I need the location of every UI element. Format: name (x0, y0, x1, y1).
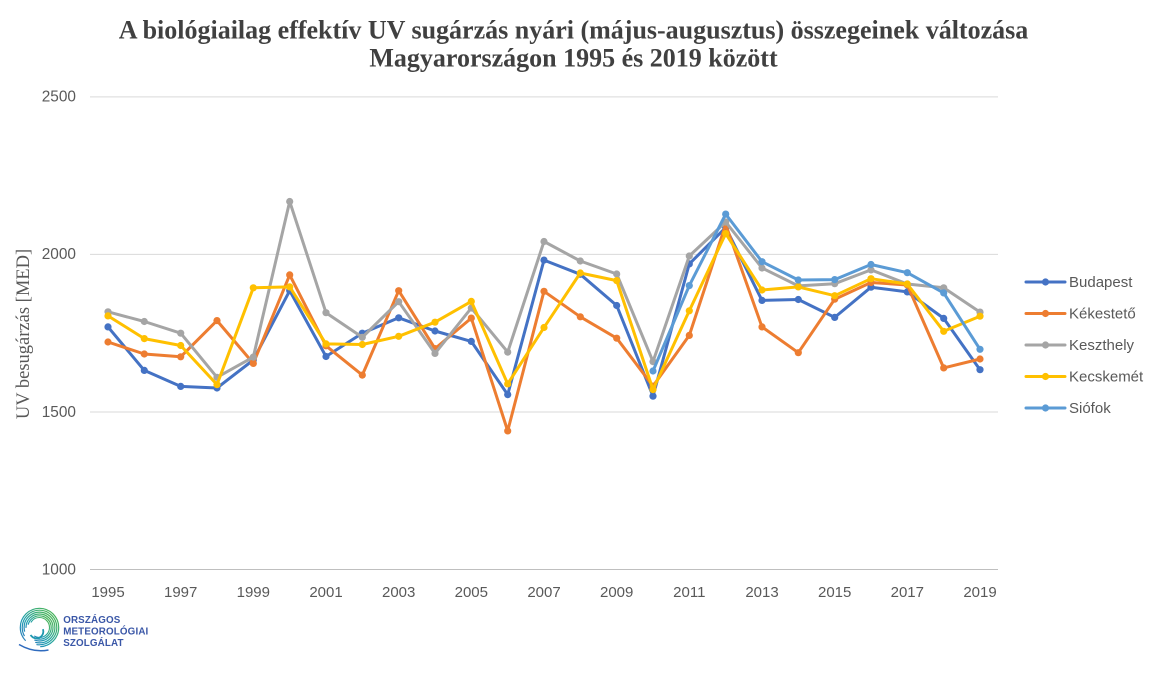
svg-text:2013: 2013 (745, 584, 778, 601)
svg-text:1500: 1500 (42, 404, 76, 421)
svg-text:1995: 1995 (91, 584, 124, 601)
svg-text:METEOROLÓGIAI: METEOROLÓGIAI (63, 626, 148, 638)
svg-text:SZOLGÁLAT: SZOLGÁLAT (63, 637, 123, 649)
svg-text:2011: 2011 (673, 584, 705, 601)
svg-text:Magyarországon 1995 és 2019 kö: Magyarországon 1995 és 2019 között (369, 44, 778, 73)
svg-text:Siófok: Siófok (1069, 400, 1111, 417)
svg-text:Kecskemét: Kecskemét (1069, 369, 1144, 386)
svg-text:2001: 2001 (309, 584, 342, 601)
svg-text:1999: 1999 (237, 584, 270, 601)
svg-text:Budapest: Budapest (1069, 274, 1133, 291)
svg-text:A biológiailag effektív UV sug: A biológiailag effektív UV sugárzás nyár… (119, 16, 1029, 45)
svg-text:2017: 2017 (891, 584, 924, 601)
svg-text:1000: 1000 (42, 561, 76, 578)
svg-text:2003: 2003 (382, 584, 415, 601)
svg-text:2009: 2009 (600, 584, 633, 601)
svg-text:ORSZÁGOS: ORSZÁGOS (63, 614, 121, 626)
svg-text:2000: 2000 (42, 246, 76, 263)
svg-text:2015: 2015 (818, 584, 851, 601)
svg-text:UV besugárzás [MED]: UV besugárzás [MED] (14, 249, 34, 419)
svg-text:2005: 2005 (455, 584, 488, 601)
svg-text:1997: 1997 (164, 584, 197, 601)
svg-text:Keszthely: Keszthely (1069, 337, 1135, 354)
svg-text:2019: 2019 (963, 584, 996, 601)
svg-text:2007: 2007 (527, 584, 560, 601)
svg-text:Kékestető: Kékestető (1069, 306, 1136, 323)
svg-text:2500: 2500 (42, 89, 76, 106)
